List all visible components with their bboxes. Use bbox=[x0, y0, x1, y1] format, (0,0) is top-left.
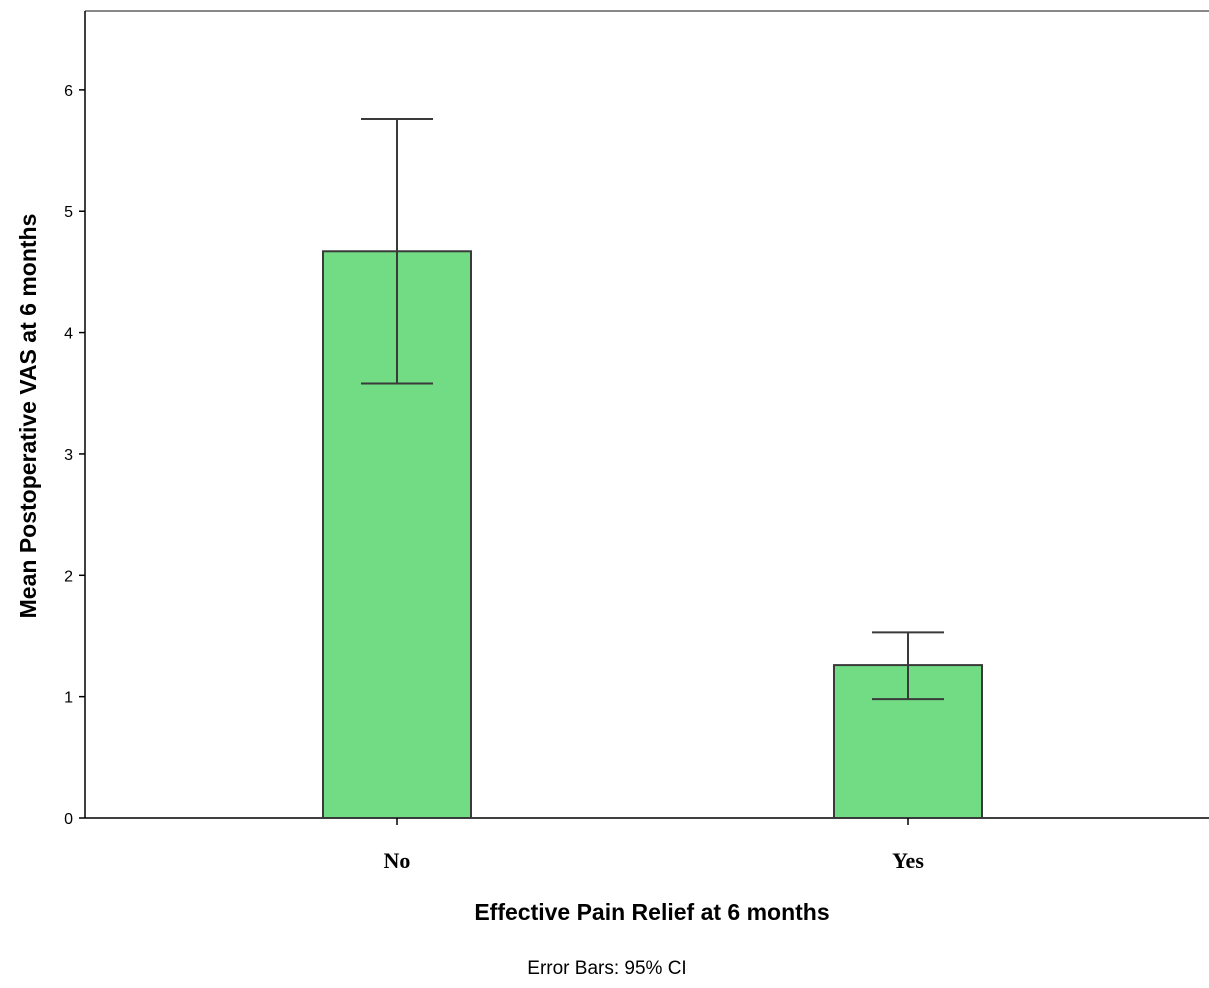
x-axis-ticks: No Yes bbox=[384, 818, 924, 873]
y-axis-ticks: 0 1 2 3 4 5 6 bbox=[64, 83, 85, 828]
y-axis-title: Mean Postoperative VAS at 6 months bbox=[15, 214, 41, 619]
bars bbox=[322, 250, 983, 819]
y-tick-label: 3 bbox=[64, 447, 73, 464]
y-tick-label: 4 bbox=[64, 326, 73, 343]
error-bars-note: Error Bars: 95% CI bbox=[527, 958, 686, 979]
y-tick-label: 5 bbox=[64, 204, 73, 221]
y-tick-label: 1 bbox=[64, 690, 73, 707]
x-tick-label-no: No bbox=[384, 848, 411, 873]
x-tick-label-yes: Yes bbox=[892, 848, 924, 873]
x-axis-title: Effective Pain Relief at 6 months bbox=[474, 899, 829, 925]
y-tick-label: 0 bbox=[64, 811, 73, 828]
error-bars bbox=[361, 118, 944, 701]
y-tick-label: 2 bbox=[64, 568, 73, 585]
y-tick-label: 6 bbox=[64, 83, 73, 100]
